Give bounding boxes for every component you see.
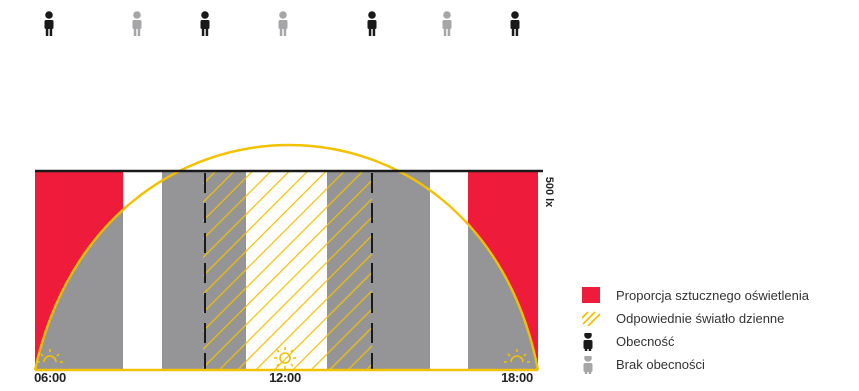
legend-label: Brak obecności (616, 357, 705, 372)
occupancy-row (44, 11, 520, 36)
sunrise-icon (37, 349, 63, 363)
time-label-start: 06:00 (34, 370, 66, 385)
person-present-icon (44, 11, 54, 36)
person-absent-icon (582, 356, 600, 374)
person-present-icon (367, 11, 377, 36)
sun-icon (274, 347, 296, 369)
legend-label: Proporcja sztucznego oświetlenia (616, 288, 809, 303)
person-absent-icon (278, 11, 288, 36)
person-absent-icon (442, 11, 452, 36)
legend: Proporcja sztucznego oświetlenia Odpowie… (582, 286, 852, 378)
daylight-hatch (203, 171, 372, 370)
person-present-icon (200, 11, 210, 36)
legend-item-present: Obecność (582, 332, 852, 355)
legend-label: Odpowiednie światło dzienne (616, 311, 785, 326)
threshold-label: 500 lx (543, 176, 555, 208)
person-present-icon (582, 333, 600, 351)
hatch-icon (582, 310, 600, 326)
time-label-end: 18:00 (501, 370, 533, 385)
sunset-icon (504, 349, 530, 363)
legend-item-absent: Brak obecności (582, 355, 852, 378)
artificial-swatch (582, 287, 600, 303)
legend-item-daylight: Odpowiednie światło dzienne (582, 309, 852, 332)
occupancy-markers (204, 173, 373, 370)
legend-item-artificial: Proporcja sztucznego oświetlenia (582, 286, 852, 309)
person-present-icon (510, 11, 520, 36)
person-absent-icon (132, 11, 142, 36)
time-label-noon: 12:00 (269, 370, 301, 385)
daylight-curve (33, 143, 540, 371)
legend-label: Obecność (616, 334, 675, 349)
